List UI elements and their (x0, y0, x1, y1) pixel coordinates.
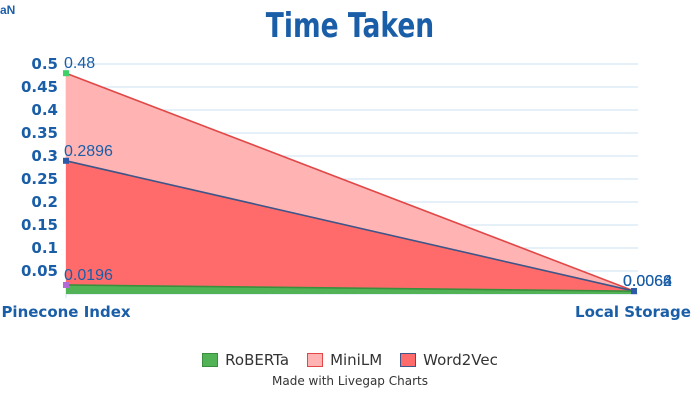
x-tick-label-local-storage: Local Storage (575, 303, 691, 321)
point-word2vec-1 (631, 288, 637, 295)
data-label-minilm-1: 0.0066 (623, 273, 672, 290)
line-minilm (65, 72, 635, 292)
y-tick-label-8: 0.45 (21, 78, 58, 96)
legend-label-minilm: MiniLM (330, 351, 383, 369)
y-tick-label-5: 0.3 (31, 147, 58, 165)
y-tick-label-9: 0.5 (31, 55, 58, 73)
legend-swatch-word2vec (400, 353, 417, 367)
legend-swatch-roberta (202, 353, 219, 367)
line-roberta (65, 284, 635, 292)
point-roberta-0 (63, 281, 69, 288)
point-word2vec-0 (63, 157, 69, 164)
credit-text: Made with Livegap Charts (272, 374, 428, 388)
legend-item-roberta[interactable]: RoBERTa (202, 351, 289, 369)
data-label-roberta-1: 0.0062 (623, 273, 672, 290)
data-label-word2vec-0: 0.2896 (64, 143, 113, 160)
data-label-word2vec-1: 0.0064 (623, 273, 672, 290)
data-label-roberta-0: 0.0196 (64, 267, 113, 284)
chart-title: Time Taken (265, 6, 435, 46)
legend-label-word2vec: Word2Vec (423, 351, 498, 369)
y-tick-label-0: 0.05 (21, 262, 58, 280)
y-tick-label-7: 0.4 (31, 101, 58, 119)
x-tick-label-pinecone-index: Pinecone Index (1, 303, 130, 321)
y-tick-label-3: 0.2 (31, 193, 58, 211)
y-tick-label-2: 0.15 (21, 216, 58, 234)
y-tick-label-1: 0.1 (31, 239, 58, 257)
legend-swatch-minilm (307, 353, 324, 367)
y-tick-label-6: 0.35 (21, 124, 58, 142)
legend: RoBERTa MiniLM Word2Vec (0, 351, 700, 369)
point-minilm-0 (63, 70, 69, 77)
legend-item-word2vec[interactable]: Word2Vec (400, 351, 498, 369)
line-word2vec (65, 160, 635, 292)
legend-item-minilm[interactable]: MiniLM (307, 351, 382, 369)
corner-label: aN (0, 3, 16, 17)
data-label-minilm-0: 0.48 (64, 55, 95, 72)
legend-label-roberta: RoBERTa (225, 351, 290, 369)
y-tick-label-4: 0.25 (21, 170, 58, 188)
